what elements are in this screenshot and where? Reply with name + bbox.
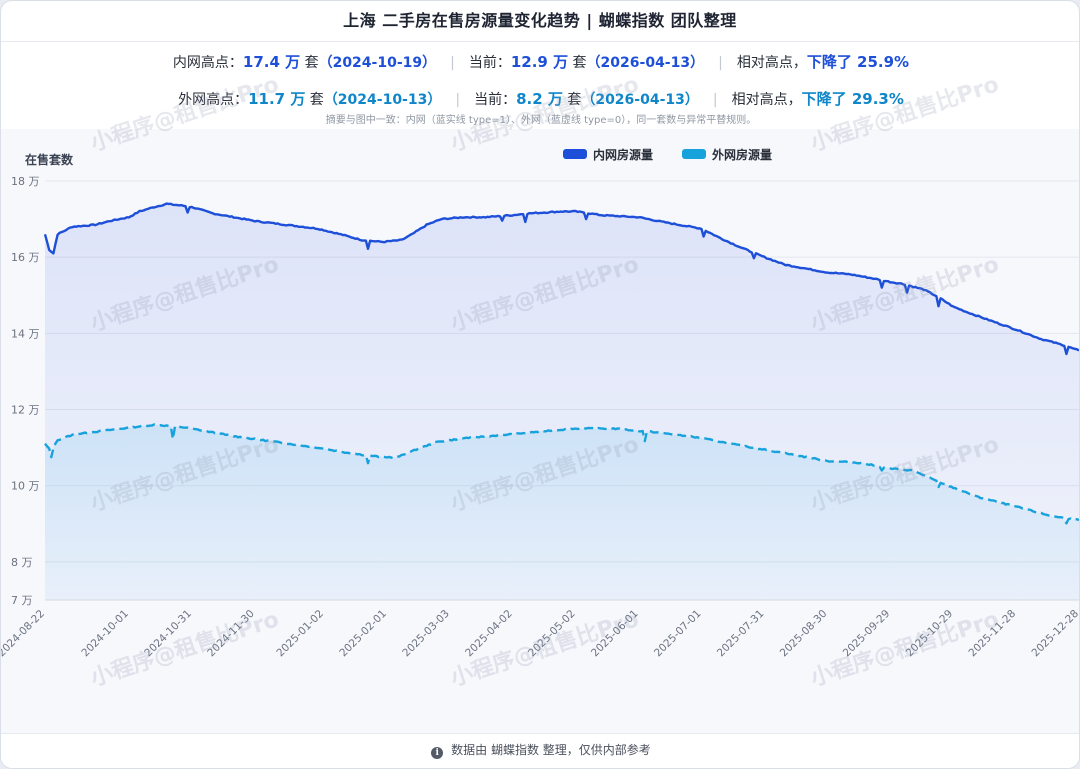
inner-current-value: 12.9 万 [510, 53, 569, 71]
x-tick-label: 2025-08-30 [778, 608, 830, 660]
inner-high-date: （2024-10-19） [318, 55, 437, 71]
x-tick-label: 2025-06-01 [589, 608, 641, 660]
x-tick-label: 2024-08-22 [1, 608, 47, 660]
outer-relative-label: 相对高点， [731, 92, 802, 108]
info-icon: i [431, 747, 444, 759]
y-tick-label: 18 万 [11, 175, 40, 188]
x-tick-label: 2025-10-29 [904, 608, 956, 660]
inner-current-date: （2026-04-13） [586, 55, 705, 71]
x-tick-label: 2025-07-31 [715, 608, 767, 660]
x-tick-label: 2025-12-28 [1029, 608, 1080, 660]
outer-current-label: 当前： [474, 92, 517, 108]
x-tick-label: 2025-09-29 [841, 608, 893, 660]
y-tick-label: 16 万 [11, 251, 40, 264]
separator: | [450, 55, 455, 71]
outer-relative-value: 下降了 29.3% [801, 90, 904, 108]
page-title: 上海 二手房在售房源量变化趋势 | 蝴蝶指数 团队整理 [1, 1, 1079, 42]
outer-high-unit: 套 [309, 92, 324, 108]
inner-current-label: 当前： [468, 55, 511, 71]
inner-high-unit: 套 [304, 55, 319, 71]
outer-current-unit: 套 [567, 92, 582, 108]
outer-high-label: 外网高点： [178, 92, 249, 108]
y-axis-title: 在售套数 [25, 152, 74, 167]
separator: | [718, 55, 723, 71]
y-tick-label: 12 万 [11, 404, 40, 417]
inner-current-unit: 套 [572, 55, 587, 71]
y-tick-label: 7 万 [11, 594, 33, 607]
y-tick-label: 14 万 [11, 327, 40, 340]
y-tick-label: 10 万 [11, 480, 40, 493]
inner-relative-value: 下降了 25.9% [806, 53, 910, 71]
y-tick-label: 8 万 [11, 556, 33, 569]
separator: | [712, 92, 718, 108]
x-tick-label: 2024-10-31 [142, 608, 194, 660]
legend-swatch [682, 149, 706, 159]
outer-high-value: 11.7 万 [248, 90, 306, 108]
series-line-outer [44, 423, 1079, 525]
legend-label: 内网房源量 [593, 147, 653, 162]
outer-high-date: （2024-10-13） [323, 92, 442, 108]
outer-current-value: 8.2 万 [516, 90, 563, 108]
footer-text: 数据由 蝴蝶指数 整理，仅供内部参考 [451, 743, 651, 757]
x-tick-label: 2025-03-03 [400, 608, 452, 660]
x-tick-label: 2024-10-01 [79, 608, 131, 660]
x-tick-label: 2025-05-02 [526, 608, 578, 660]
legend-swatch [563, 149, 587, 159]
summary-note: 摘要与图中一致：内网（蓝实线 type=1）、外网（蓝虚线 type=0），同一… [325, 115, 757, 126]
line-chart: 18 万 16 万 14 万 12 万 10 万 8 万 7 万 在售套数 2024-08-22… [1, 147, 1080, 660]
inner-high-value: 17.4 万 [242, 53, 301, 71]
x-tick-label: 2025-07-01 [652, 608, 704, 660]
series-area-outer [45, 424, 1079, 600]
inner-relative-label: 相对高点， [736, 55, 807, 71]
outer-summary-row: 外网高点：11.7 万 套（2024-10-13） | 当前：8.2 万 套（2… [1, 88, 1079, 109]
inner-high-label: 内网高点： [172, 55, 243, 71]
footer: i 数据由 蝴蝶指数 整理，仅供内部参考 [1, 733, 1079, 768]
x-tick-label: 2024-11-30 [205, 608, 257, 660]
legend-label: 外网房源量 [712, 147, 772, 162]
series-line-inner [43, 202, 1079, 356]
x-tick-label: 2025-11-28 [967, 608, 1019, 660]
chart-area: 18 万 16 万 14 万 12 万 10 万 8 万 7 万 在售套数 2024-08-22… [1, 129, 1080, 733]
inner-summary-row: 内网高点：17.4 万 套（2024-10-19） | 当前：12.9 万 套（… [1, 51, 1079, 72]
separator: | [455, 92, 461, 108]
x-tick-label: 2025-02-01 [337, 608, 389, 660]
outer-current-date: （2026-04-13） [581, 92, 699, 108]
x-tick-label: 2025-04-02 [463, 608, 515, 660]
x-tick-label: 2025-01-02 [274, 608, 326, 660]
